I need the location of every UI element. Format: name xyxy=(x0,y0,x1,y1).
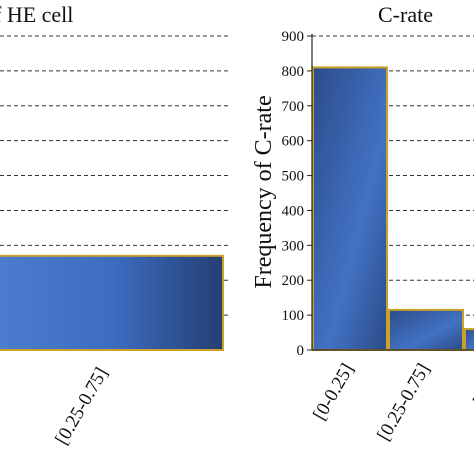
right-chart-y-axis-label: Frequency of C-rate xyxy=(251,95,277,288)
right-y-tick-label: 800 xyxy=(282,64,305,80)
right-chart-x-ticks: [0-0.25] [0.25-0.75] [0.75- xyxy=(309,360,474,445)
right-chart-gridlines xyxy=(312,35,474,316)
right-y-tick-label: 400 xyxy=(282,203,305,219)
right-y-tick-label: 300 xyxy=(282,238,305,254)
right-x-tick-label: [0.75- xyxy=(469,360,474,410)
right-chart-panel: C-rate Frequency of C-rate 0 100 200 300 400… xyxy=(251,2,474,445)
left-chart-x-ticks: [0.25-0.75] xyxy=(51,364,112,449)
left-chart-panel: f HE cell [0.25-0.75] xyxy=(0,2,228,449)
right-chart-title: C-rate xyxy=(378,2,433,27)
right-bar xyxy=(464,328,474,352)
right-y-tick-label: 200 xyxy=(282,273,305,289)
left-x-tick-label: [0.25-0.75] xyxy=(51,364,112,449)
right-chart-axes xyxy=(311,34,474,351)
right-chart-y-ticks: 0 100 200 300 400 500 600 700 800 900 xyxy=(282,29,312,359)
right-y-tick-label: 900 xyxy=(282,29,305,45)
left-chart-bars xyxy=(0,254,224,351)
right-x-tick-label: [0.25-0.75] xyxy=(373,360,434,445)
right-y-tick-label: 700 xyxy=(282,99,305,115)
right-y-tick-label: 0 xyxy=(297,343,305,359)
left-chart-title: f HE cell xyxy=(0,2,73,27)
right-y-tick-label: 600 xyxy=(282,134,305,150)
right-y-tick-label: 100 xyxy=(282,308,305,324)
right-bar xyxy=(312,66,388,352)
right-bar xyxy=(388,308,464,351)
left-bar xyxy=(0,254,224,351)
right-chart-bars xyxy=(312,66,474,352)
right-y-tick-label: 500 xyxy=(282,169,305,185)
right-x-tick-label: [0-0.25] xyxy=(309,360,358,424)
